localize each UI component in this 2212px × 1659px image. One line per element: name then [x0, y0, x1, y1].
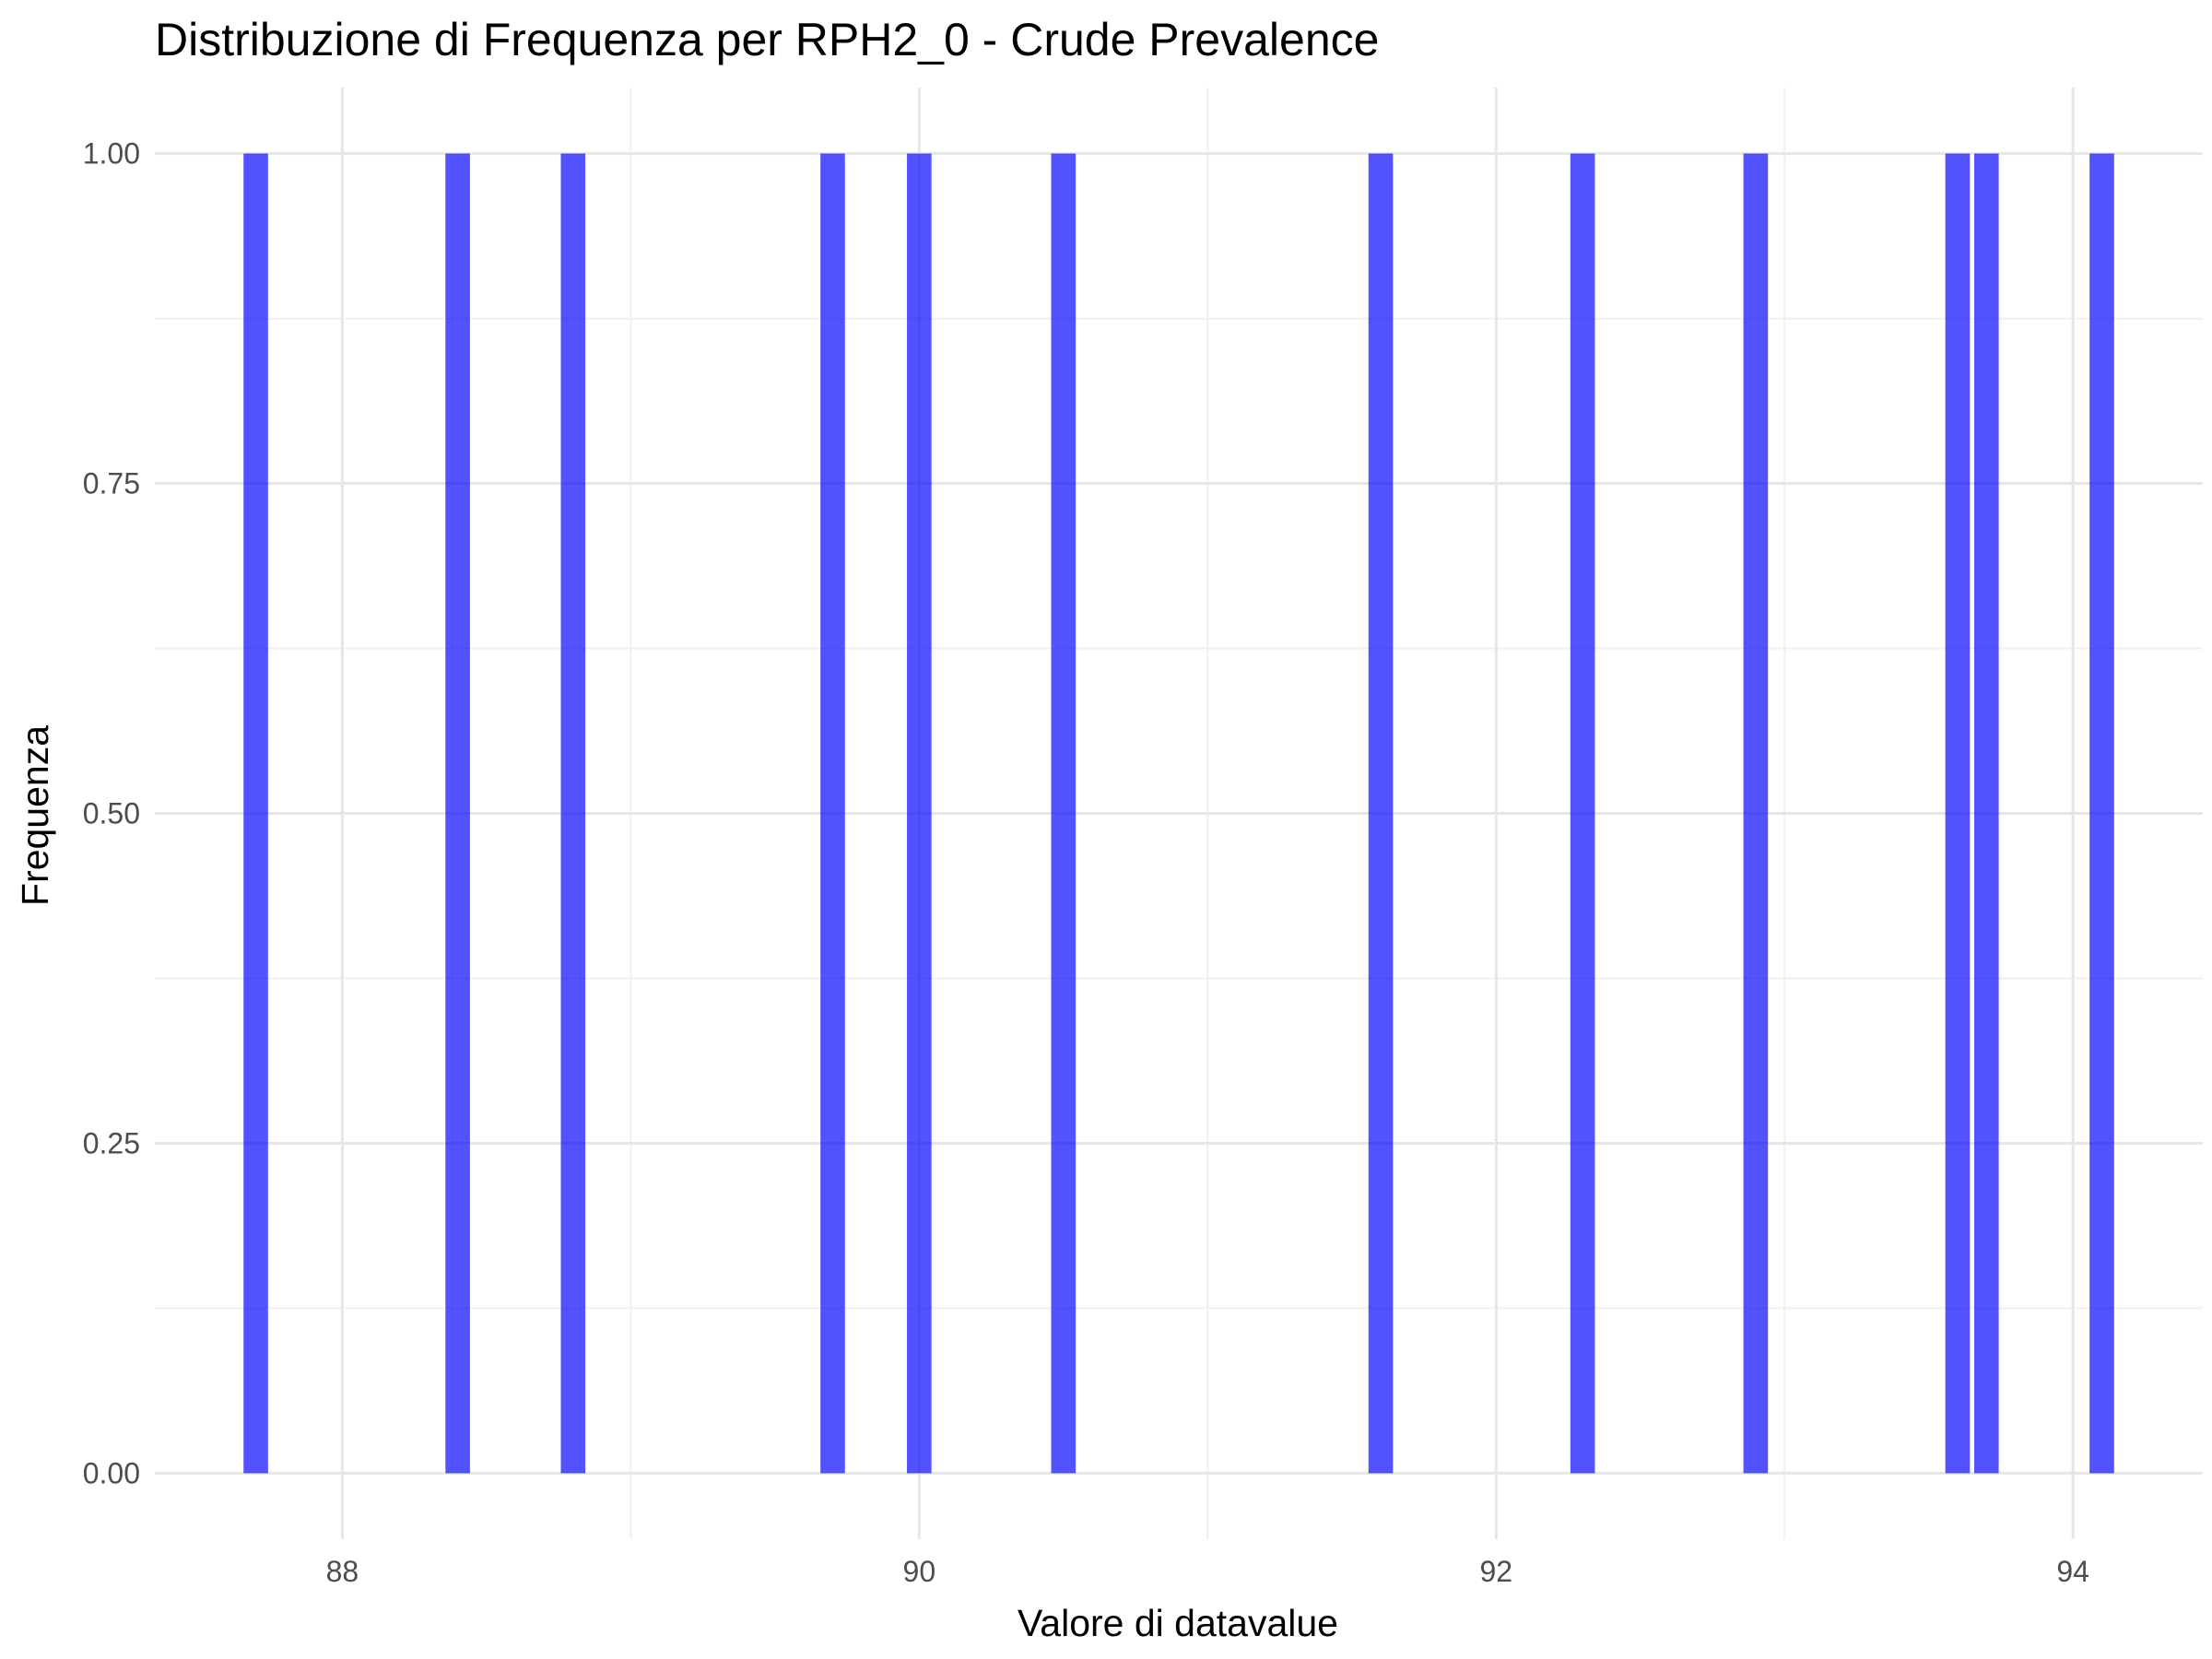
histogram-bar — [1743, 153, 1769, 1474]
y-axis-tick-labels: 0.00 0.25 0.50 0.75 1.00 — [83, 137, 140, 1490]
x-tick-label: 92 — [1479, 1555, 1512, 1588]
y-axis-title: Frequenza — [14, 725, 56, 906]
histogram-bar — [560, 153, 586, 1474]
histogram-bar — [2089, 153, 2114, 1474]
x-tick-label: 90 — [903, 1555, 936, 1588]
y-tick-label: 1.00 — [83, 137, 140, 171]
x-axis-tick-labels: 88 90 92 94 — [326, 1555, 2089, 1588]
y-tick-label: 0.25 — [83, 1126, 140, 1159]
chart-title: Distribuzione di Frequenza per RPH2_0 - … — [155, 14, 1379, 65]
histogram-bar — [1570, 153, 1595, 1474]
x-tick-label: 94 — [2056, 1555, 2089, 1588]
histogram-bar — [907, 153, 932, 1474]
histogram-bar — [1368, 153, 1394, 1474]
bars — [243, 153, 2114, 1474]
histogram-bar — [820, 153, 845, 1474]
grid-lines — [155, 88, 2203, 1539]
y-tick-label: 0.00 — [83, 1456, 140, 1489]
x-axis-title: Valore di datavalue — [1018, 1602, 1338, 1644]
y-tick-label: 0.75 — [83, 467, 140, 500]
histogram-bar — [1973, 153, 1999, 1474]
histogram-bar — [445, 153, 470, 1474]
x-tick-label: 88 — [326, 1555, 359, 1588]
histogram-bar — [243, 153, 268, 1474]
y-tick-label: 0.50 — [83, 797, 140, 830]
histogram-bar — [1051, 153, 1077, 1474]
histogram-bar — [1945, 153, 1971, 1474]
